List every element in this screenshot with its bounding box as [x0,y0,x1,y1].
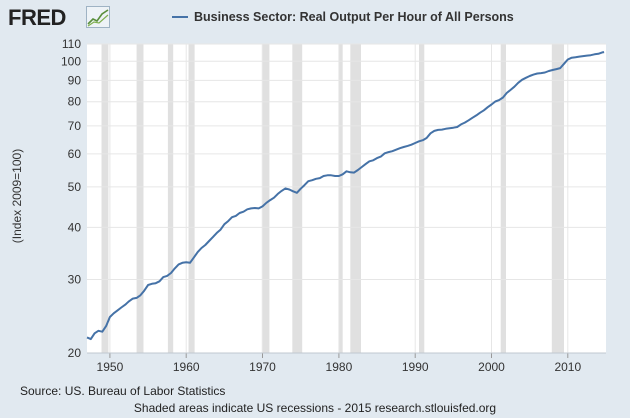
recession-band [419,44,425,353]
source-note: Source: US. Bureau of Labor Statistics [20,384,226,398]
x-tick-label: 1950 [97,360,124,374]
plot-background [87,44,606,353]
recession-band [551,44,564,353]
recession-band [261,44,270,353]
recession-band [338,44,343,353]
recession-band [136,44,144,353]
y-tick-label: 50 [68,180,82,194]
x-tick-label: 2010 [554,360,581,374]
series-line [86,51,605,341]
sparkline-icon [86,6,110,28]
recession-band [167,44,174,353]
x-tick-label: 1970 [249,360,276,374]
y-tick-label: 30 [68,273,82,287]
y-tick-label: 100 [61,54,81,68]
y-tick-label: 110 [62,37,81,51]
x-tick-label: 1980 [326,360,353,374]
y-tick-label: 80 [68,95,82,109]
recession-band [350,44,361,353]
recession-note: Shaded areas indicate US recessions - 20… [133,401,497,415]
recession-band [188,44,195,353]
y-tick-label: 40 [68,220,82,234]
y-tick-label: 70 [68,119,82,133]
y-tick-label: 90 [68,73,82,87]
y-tick-label: 20 [68,346,82,360]
recession-band [101,44,109,353]
x-tick-label: 2000 [478,360,505,374]
x-tick-label: 1960 [173,360,200,374]
x-tick-label: 1990 [402,360,429,374]
logo-text: FRED [8,5,66,30]
recession-band [292,44,303,353]
y-tick-label: 60 [68,147,82,161]
chart-legend: Business Sector: Real Output Per Hour of… [172,10,514,24]
legend-label: Business Sector: Real Output Per Hour of… [194,10,514,24]
recession-band [500,44,506,353]
legend-swatch [172,16,188,18]
